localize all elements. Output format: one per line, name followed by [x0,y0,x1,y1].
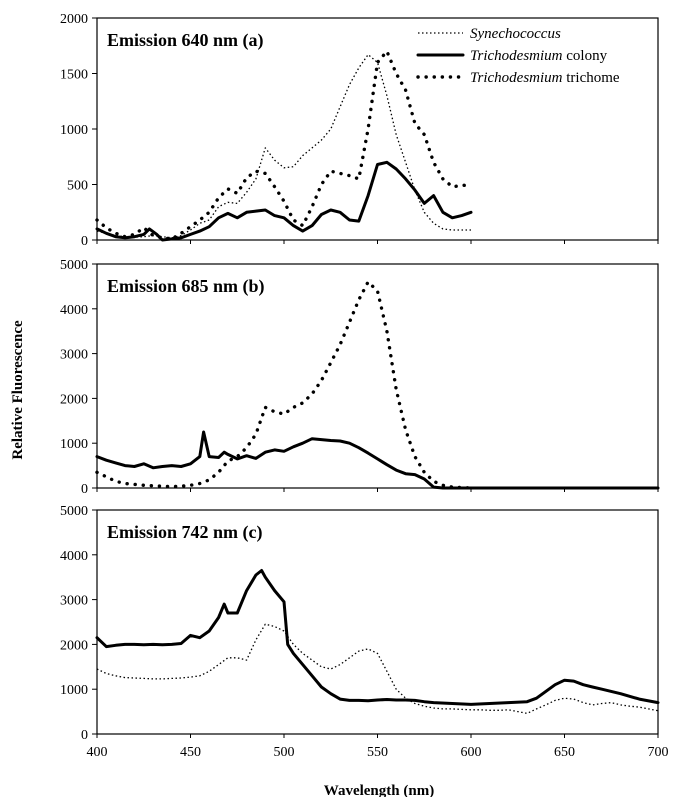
y-axis-title: Relative Fluorescence [10,320,26,460]
legend: Synechococcus Trichodesmium colony Trichod… [416,26,620,86]
y-tick-label: 3000 [60,594,88,609]
series-trichodesmium-colony [95,160,473,242]
y-tick-label: 1000 [60,437,88,452]
y-tick-label: 2000 [60,12,88,27]
series-trichodesmium-trichome [95,49,473,241]
series-trichodesmium-trichome [95,280,473,490]
y-tick-label: 4000 [60,303,88,318]
panel-3: 0 1000 2000 3000 4000 5000 400 450 500 550 600 650 7… [60,504,669,760]
series-trichodesmium-colony [95,569,660,706]
x-tick-label: 700 [648,745,669,760]
y-tick-label: 5000 [60,504,88,519]
y-tick-label: 0 [81,482,88,497]
plots-layer: 0 500 1000 1500 2000 Emission 640 nm (a) 0 1000… [60,12,669,760]
legend-label-synechococcus: Synechococcus [470,26,561,42]
panel-title: Emission 742 nm (c) [107,522,263,543]
y-tick-label: 1000 [60,123,88,138]
series-synechococcus [96,53,471,239]
panel-2: 0 1000 2000 3000 4000 5000 Emission 685 nm (b) [60,258,660,497]
x-tick-label: 600 [461,745,482,760]
series-synechococcus [96,623,659,715]
panel-title: Emission 640 nm (a) [107,30,264,51]
y-tick-label: 0 [81,728,88,743]
y-tick-label: 2000 [60,638,88,653]
x-axis-title: Wavelength (nm) [324,783,434,797]
y-tick-label: 3000 [60,348,88,363]
y-tick-label: 1000 [60,683,88,698]
plot-frame [96,263,659,489]
panel-title: Emission 685 nm (b) [107,276,265,297]
y-tick-label: 2000 [60,392,88,407]
y-tick-label: 4000 [60,549,88,564]
y-tick-label: 500 [67,179,88,194]
series-trichodesmium-colony [95,430,660,490]
x-tick-label: 650 [554,745,575,760]
panel-1: 0 500 1000 1500 2000 Emission 640 nm (a) [60,12,659,249]
y-tick-label: 5000 [60,258,88,273]
legend-label-trichodesmium-trichome: Trichodesmium trichome [470,70,620,86]
legend-label-trichodesmium-colony: Trichodesmium colony [470,48,608,64]
x-tick-label: 550 [367,745,388,760]
x-tick-label: 500 [274,745,295,760]
x-tick-label: 450 [180,745,201,760]
x-tick-label: 400 [87,745,108,760]
y-tick-label: 0 [81,234,88,249]
y-tick-label: 1500 [60,68,88,83]
